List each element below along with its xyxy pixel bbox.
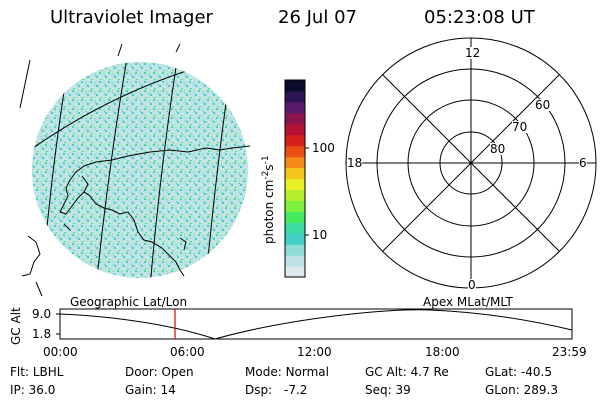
- status-key: GC Alt:: [365, 365, 407, 379]
- status-dsp: Dsp: -7.2: [245, 384, 307, 396]
- coastline: [21, 235, 41, 277]
- status-gc-alt: GC Alt: 4.7 Re: [365, 366, 449, 378]
- coastline: [179, 237, 187, 251]
- timeline-plot: [56, 308, 573, 340]
- status-key: Gain:: [125, 383, 157, 397]
- timeline-right-label: Apex MLat/MLT: [423, 295, 513, 309]
- status-value: Open: [161, 365, 194, 379]
- status-gain: Gain: 14: [125, 384, 176, 396]
- status-mode: Mode: Normal: [245, 366, 329, 378]
- status-ip: IP: 36.0: [10, 384, 55, 396]
- status-key: Dsp:: [245, 383, 273, 397]
- coastline: [59, 145, 251, 277]
- color-bar-cell: [285, 112, 305, 125]
- mlt-label-6: 6: [579, 156, 587, 170]
- status-key: Mode:: [245, 365, 282, 379]
- mlt-label-0: 0: [468, 278, 476, 292]
- color-bar-cell: [285, 233, 305, 245]
- timeline-y-tick-low: 1.8: [32, 327, 52, 341]
- color-bar-cell: [285, 244, 305, 256]
- aurora-image: [32, 62, 248, 278]
- status-door: Door: Open: [125, 366, 194, 378]
- status-value: 289.3: [523, 383, 558, 397]
- timeline-y-tick-high: 9.0: [32, 307, 52, 321]
- time-label: 05:23:08 UT: [424, 7, 535, 28]
- mlat-label-60: 60: [535, 98, 551, 112]
- timeline-x-tick: 23:59: [552, 345, 587, 359]
- polar-plot: [345, 37, 597, 289]
- timeline-y-axis-label: GC Alt: [9, 307, 23, 345]
- status-key: Flt:: [10, 365, 29, 379]
- timeline-left-label: Geographic Lat/Lon: [70, 295, 188, 309]
- status-value: 39: [395, 383, 411, 397]
- lon-line-outer: [35, 281, 43, 297]
- status-filter: Flt: LBHL: [10, 366, 63, 378]
- polar-diagonal: [382, 74, 560, 252]
- status-seq: Seq: 39: [365, 384, 411, 396]
- coastline: [81, 175, 89, 193]
- lat-line: [32, 62, 246, 151]
- date-label: 26 Jul 07: [278, 7, 357, 28]
- status-value: 14: [160, 383, 176, 397]
- color-bar-cell: [285, 134, 305, 147]
- timeline-x-tick: 06:00: [170, 345, 205, 359]
- color-bar-cell: [285, 156, 305, 169]
- status-key: Door:: [125, 365, 158, 379]
- status-key: IP:: [10, 383, 25, 397]
- timeline-x-tick: 18:00: [425, 345, 460, 359]
- status-glat: GLat: -40.5: [485, 366, 552, 378]
- lon-line-outer: [175, 43, 181, 53]
- colorbar-unit-text: photon cm: [262, 179, 276, 244]
- status-key: GLat:: [485, 365, 518, 379]
- color-bar-cell: [285, 211, 305, 223]
- status-key: GLon:: [485, 383, 520, 397]
- color-bar-cell: [285, 200, 305, 212]
- color-bar-frame: [284, 79, 306, 278]
- color-bar-cell: [285, 167, 305, 180]
- mlt-label-12: 12: [465, 46, 481, 60]
- timeline-frame: [59, 308, 573, 340]
- status-value: LBHL: [32, 365, 64, 379]
- colorbar-unit-label: photon cm-2s-1: [261, 155, 276, 244]
- color-bar-cell: [285, 255, 305, 267]
- lon-line: [95, 62, 129, 278]
- coastline: [63, 223, 71, 231]
- colorbar-tick-100: 100: [312, 141, 335, 155]
- colorbar-unit-s: s: [262, 164, 276, 171]
- color-bar-cell: [285, 145, 305, 158]
- status-value: Normal: [285, 365, 329, 379]
- timeline-x-tick: 12:00: [297, 345, 332, 359]
- mlat-label-70: 70: [512, 120, 528, 134]
- color-bar-cell: [285, 101, 305, 114]
- status-value: 4.7 Re: [410, 365, 449, 379]
- color-bar-cell: [285, 222, 305, 234]
- color-bar-cell: [285, 80, 305, 92]
- color-bar-cell: [285, 90, 305, 103]
- status-glon: GLon: 289.3: [485, 384, 558, 396]
- lon-line: [149, 62, 179, 278]
- colorbar-unit-exp1: -2: [261, 170, 271, 180]
- mlt-label-18: 18: [347, 156, 363, 170]
- timeline-x-tick: 00:00: [43, 345, 78, 359]
- status-value: -7.2: [283, 383, 308, 397]
- mlat-label-80: 80: [490, 142, 506, 156]
- lon-line-outer: [117, 43, 123, 57]
- color-bar-cell: [285, 178, 305, 191]
- status-key: Seq:: [365, 383, 392, 397]
- color-bar: [285, 80, 305, 278]
- colorbar-unit-exp2: -1: [261, 155, 271, 165]
- status-value: -40.5: [520, 365, 552, 379]
- lon-line-outer: [19, 59, 31, 109]
- colorbar-tick-10: 10: [312, 228, 328, 242]
- status-value: 36.0: [28, 383, 56, 397]
- color-bar-cell: [285, 123, 305, 136]
- altitude-curve: [59, 309, 573, 340]
- uv-image-disk: [19, 43, 251, 297]
- color-bar-cell: [285, 189, 305, 201]
- color-bar-cell: [285, 266, 305, 278]
- app-title: Ultraviolet Imager: [50, 7, 213, 28]
